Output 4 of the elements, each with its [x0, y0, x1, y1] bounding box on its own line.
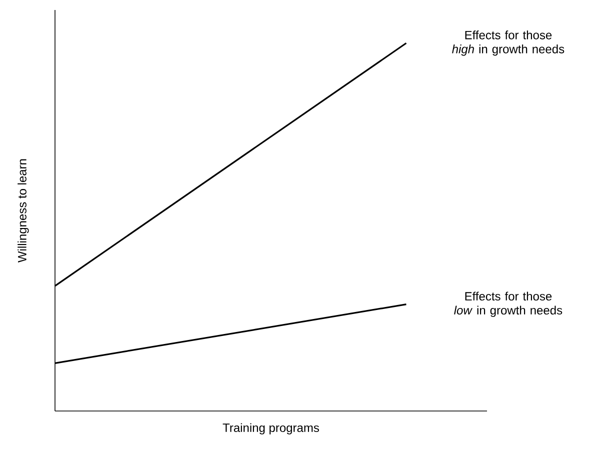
text: Effects for those low in growth needs	[454, 292, 562, 317]
x-axis-title: Training programs	[222, 423, 319, 434]
y-axis-title: Willingness to learn	[18, 159, 29, 262]
text: Effects for those high in growth needs	[452, 30, 564, 56]
